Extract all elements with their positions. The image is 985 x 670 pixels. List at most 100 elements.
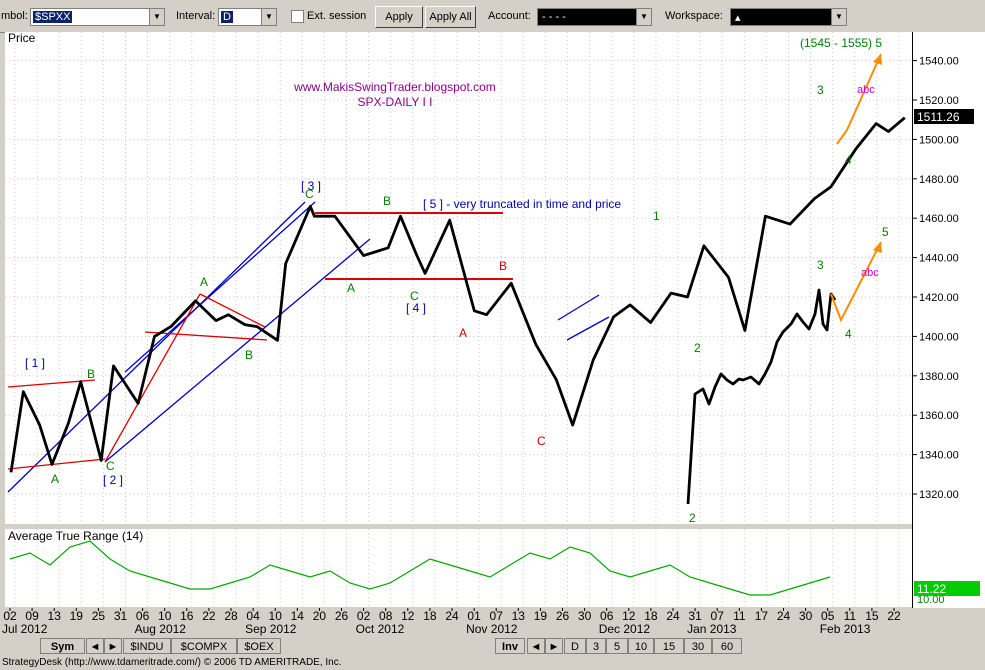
chevron-down-icon[interactable]: ▼	[831, 9, 846, 25]
tab-scroll-right[interactable]: ►	[545, 638, 563, 654]
tab-scroll-right[interactable]: ►	[104, 638, 122, 654]
wave-label: 2	[689, 511, 696, 524]
price-panel-label: Price	[8, 32, 36, 45]
interval-combo[interactable]: D ▼	[218, 8, 277, 26]
atr-panel-label: Average True Range (14)	[8, 529, 143, 543]
x-day-label: 26	[556, 609, 570, 623]
last-price-text: 1511.26	[917, 110, 960, 124]
wave-label: C	[410, 289, 419, 303]
wave-label: 4	[845, 327, 852, 341]
apply-all-button[interactable]: Apply All	[425, 6, 476, 28]
x-day-label: 04	[246, 609, 260, 623]
tab-interval-5[interactable]: 5	[606, 638, 628, 654]
right-axis: 1320.00 1340.00 1360.00 1380.00 1400.00 1420.…	[912, 32, 985, 608]
symbol-value: $SPXX	[33, 11, 73, 23]
x-day-label: 13	[512, 609, 526, 623]
wave-label: B	[245, 348, 253, 362]
x-day-label: 19	[534, 609, 548, 623]
symbol-combo[interactable]: $SPXX ▼	[30, 8, 165, 26]
y-tick-label: 1500.00	[919, 134, 959, 146]
x-day-label: 01	[467, 609, 481, 623]
wave-label: B	[499, 259, 507, 273]
channel-line-lower	[7, 201, 306, 493]
apply-button[interactable]: Apply	[375, 6, 423, 28]
x-day-label: 17	[755, 609, 769, 623]
x-day-label: 09	[25, 609, 39, 623]
channel-line-small-bottom	[566, 316, 610, 341]
y-tick-label: 1360.00	[919, 410, 959, 422]
wave-label: [ 4 ]	[406, 301, 426, 315]
x-day-label: 13	[48, 609, 62, 623]
y-tick-label: 1440.00	[919, 253, 959, 265]
tab-symbol-oex[interactable]: $OEX	[237, 638, 281, 654]
chevron-down-icon[interactable]: ▼	[149, 9, 164, 25]
wave-label: 2	[694, 341, 701, 355]
x-day-label: 02	[3, 609, 17, 623]
interval-value: D	[221, 11, 233, 23]
y-tick-label: 1480.00	[919, 174, 959, 186]
wave-label: C	[537, 434, 546, 448]
x-day-label: 07	[711, 609, 725, 623]
tab-scroll-left[interactable]: ◄	[86, 638, 104, 654]
chevron-down-icon[interactable]: ▼	[261, 9, 276, 25]
tab-interval-3[interactable]: 3	[586, 638, 606, 654]
x-day-label: 12	[401, 609, 415, 623]
y-tick-label: 1320.00	[919, 489, 959, 501]
x-day-label: 02	[357, 609, 371, 623]
inv-tab[interactable]: Inv	[495, 638, 525, 654]
tab-bar: Sym ◄ ► $INDU $COMPX $OEX Inv ◄ ► D 3 5 …	[0, 636, 985, 656]
wave5-annotation: [ 5 ] - very truncated in time and price	[423, 197, 621, 211]
status-bar: StrategyDesk (http://www.tdameritrade.co…	[0, 656, 985, 670]
wave-label: B	[383, 194, 391, 208]
y-tick-label: 1420.00	[919, 292, 959, 304]
atr-line	[9, 540, 831, 596]
tab-symbol-compx[interactable]: $COMPX	[171, 638, 237, 654]
wave-label: 5	[882, 225, 889, 239]
atr-value-text: 11.22	[917, 582, 946, 596]
watermark-url: www.MakisSwingTrader.blogspot.com	[293, 80, 496, 94]
projection-arrow-top	[836, 53, 882, 145]
price-panel[interactable]: Price www.MakisSwingTrader.blogspot.com …	[5, 32, 912, 524]
x-day-label: 24	[777, 609, 791, 623]
x-day-label: 10	[158, 609, 172, 623]
red-line-triangle-bottom	[144, 331, 268, 341]
channel-line-mid	[104, 238, 371, 463]
sym-tab[interactable]: Sym	[40, 638, 85, 654]
tab-scroll-left[interactable]: ◄	[527, 638, 545, 654]
atr-chart: Average True Range (14)	[8, 529, 900, 607]
x-day-label: 05	[821, 609, 835, 623]
x-day-label: 30	[578, 609, 592, 623]
workspace-value: ▴	[735, 12, 741, 24]
tab-symbol-indu[interactable]: $INDU	[123, 638, 171, 654]
account-combo[interactable]: - - - - ▼	[537, 8, 652, 26]
chevron-down-icon[interactable]: ▼	[636, 9, 651, 25]
workspace-combo[interactable]: ▴ ▼	[730, 8, 847, 26]
x-day-label: 30	[799, 609, 813, 623]
price-chart: Price www.MakisSwingTrader.blogspot.com …	[5, 32, 912, 524]
x-day-label: 08	[379, 609, 393, 623]
y-tick-label: 1380.00	[919, 371, 959, 383]
tab-interval-60[interactable]: 60	[712, 638, 742, 654]
x-day-label: 12	[622, 609, 636, 623]
x-day-label: 16	[180, 609, 194, 623]
x-axis-months: Jul 2012 Aug 2012 Sep 2012 Oct 2012 Nov 2012…	[2, 622, 871, 636]
red-line-triangle-top	[199, 293, 266, 328]
x-axis-svg: 02 09 13 19 25 31 06 10 16 22 28 04 10 14 20 26 02 08 12 18…	[2, 608, 901, 636]
tab-interval-10[interactable]: 10	[628, 638, 654, 654]
tab-interval-15[interactable]: 15	[654, 638, 684, 654]
watermark-subtitle: SPX-DAILY I I	[358, 95, 433, 109]
projection-arrow-bottom	[830, 241, 882, 323]
y-tick-label: 1540.00	[919, 56, 959, 68]
wave-label: C	[106, 459, 115, 473]
y-tick-label: 1340.00	[919, 450, 959, 462]
x-month-label: Jul 2012	[2, 622, 48, 636]
x-day-label: 06	[136, 609, 150, 623]
wave-label: [ 3 ]	[301, 179, 321, 193]
x-day-label: 31	[688, 609, 702, 623]
tab-interval-d[interactable]: D	[564, 638, 586, 654]
y-tick-label: 1460.00	[919, 213, 959, 225]
x-day-label: 11	[844, 609, 857, 623]
tab-interval-30[interactable]: 30	[684, 638, 712, 654]
atr-panel[interactable]: Average True Range (14)	[5, 529, 912, 607]
ext-session-checkbox[interactable]	[291, 10, 304, 23]
